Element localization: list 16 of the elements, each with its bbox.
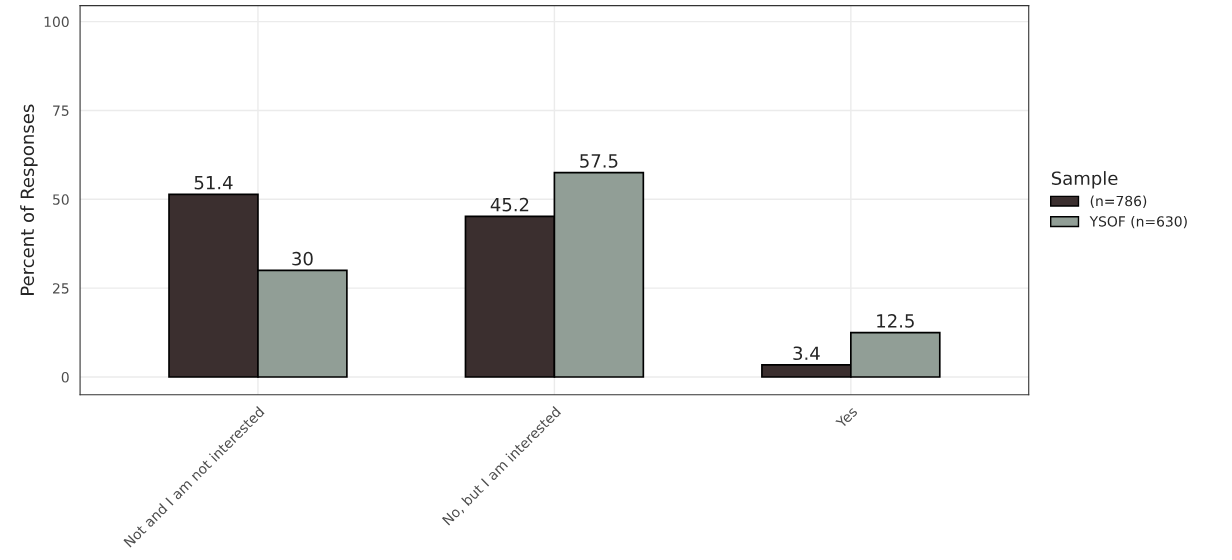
y-axis-title: Percent of Responses [20, 104, 38, 295]
data-label: 12.5 [877, 314, 914, 328]
legend-label: YSOF (n=630) [1089, 215, 1187, 229]
y-tick-label: 0 [61, 372, 69, 383]
y-tick-label: 25 [53, 283, 69, 294]
legend-label: (n=786) [1090, 195, 1147, 208]
data-label: 30 [292, 251, 313, 266]
y-tick-label: 100 [44, 16, 69, 28]
y-tick-label: 75 [53, 105, 69, 116]
data-label: 3.4 [793, 346, 820, 361]
data-label: 51.4 [194, 176, 233, 190]
data-label: 57.5 [580, 154, 618, 168]
y-tick-label: 50 [53, 194, 69, 205]
x-tick-label: Yes [835, 406, 858, 429]
data-label: 45.2 [490, 197, 529, 212]
legend-title: Sample [1051, 171, 1118, 189]
